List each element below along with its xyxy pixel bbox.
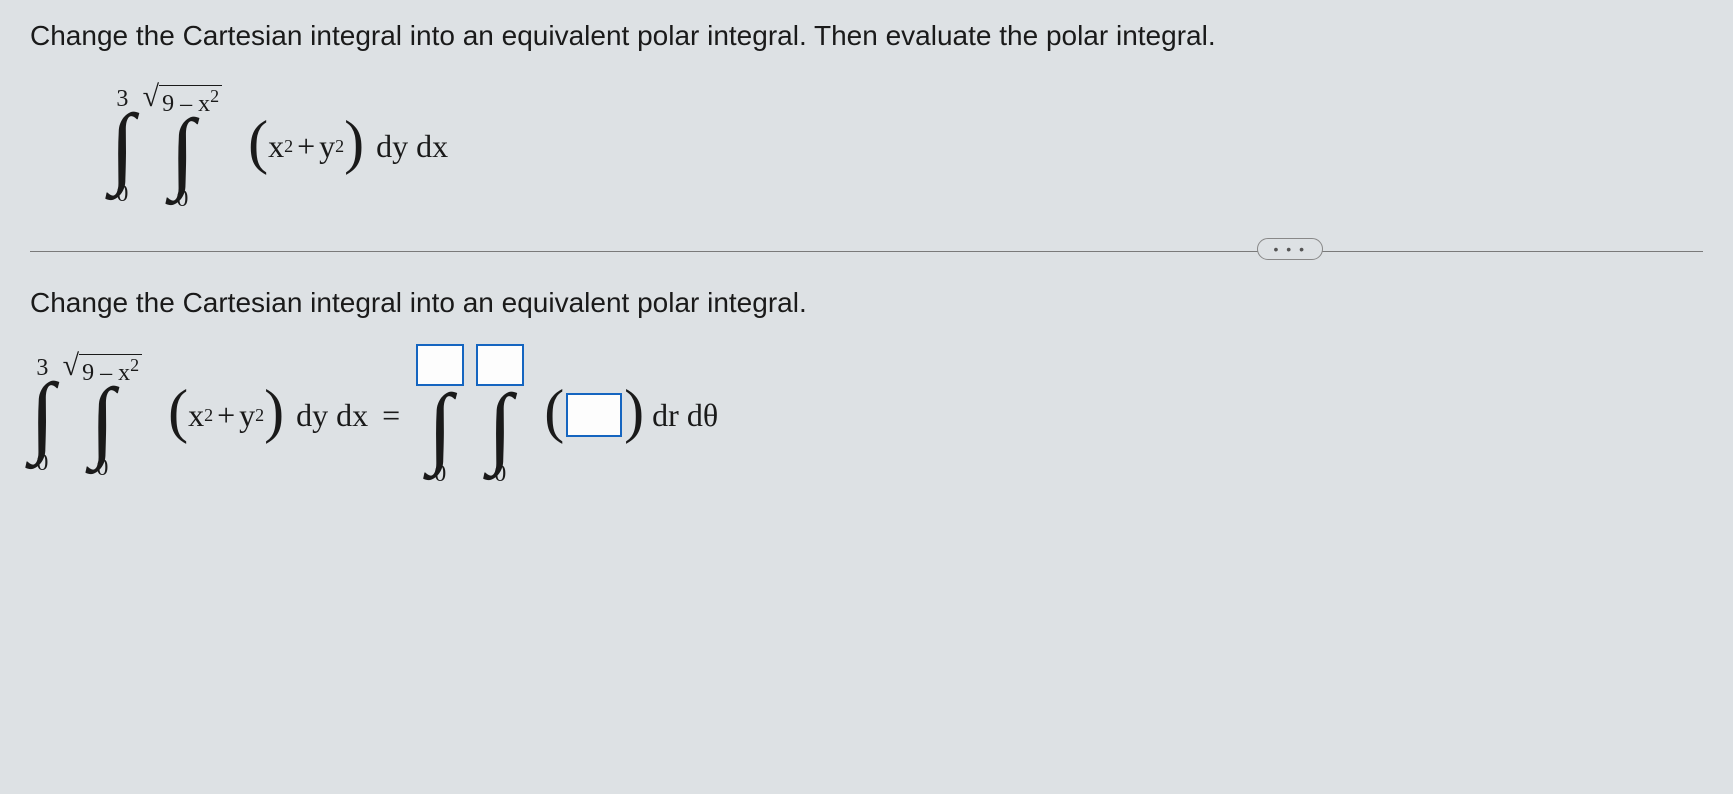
section-divider: • • •: [30, 251, 1703, 252]
outer-integral-lhs: 3 ∫ 0: [30, 356, 55, 475]
integrand-lhs: ( x2 + y2 ): [168, 381, 284, 450]
inner-integral: √ 9 – x2 ∫ 0: [143, 82, 222, 211]
integrand: ( x2 + y2 ): [248, 112, 364, 181]
cartesian-integral-display: 3 ∫ 0 √ 9 – x2 ∫ 0 ( x2 + y2 ) dy dx: [110, 82, 1703, 211]
inner-lower-limit: 0: [176, 187, 188, 211]
equals-sign: =: [382, 397, 400, 434]
outer-integral: 3 ∫ 0: [110, 87, 135, 206]
outer-lower-limit: 0: [116, 182, 128, 206]
outer-integral-rhs: ∫ 0: [414, 344, 466, 486]
integrand-rhs: ( ): [544, 381, 644, 450]
problem-instruction-short: Change the Cartesian integral into an eq…: [30, 287, 1703, 319]
answer-equation: 3 ∫ 0 √ 9 – x2 ∫ 0 ( x2 + y2 ) dy dx =: [30, 344, 1703, 486]
integral-symbol: ∫: [170, 120, 195, 183]
problem-instruction-full: Change the Cartesian integral into an eq…: [30, 20, 1703, 52]
inner-integral-rhs: ∫ 0: [474, 344, 526, 486]
integrand-input[interactable]: [566, 393, 622, 437]
more-button[interactable]: • • •: [1257, 238, 1323, 260]
differentials-rhs: dr dθ: [652, 397, 718, 434]
differentials: dy dx: [376, 128, 448, 165]
integral-symbol: ∫: [110, 115, 135, 178]
differentials-lhs: dy dx: [296, 397, 368, 434]
inner-integral-lhs: √ 9 – x2 ∫ 0: [63, 351, 142, 480]
